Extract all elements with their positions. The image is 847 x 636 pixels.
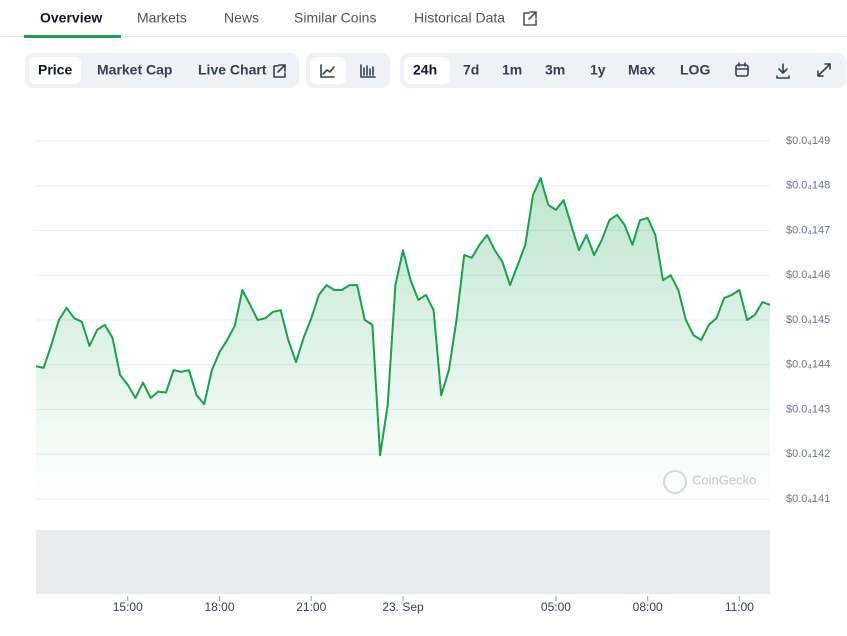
button[interactable]: 24h — [413, 62, 437, 78]
button[interactable]: 1y — [590, 62, 606, 78]
button[interactable]: 7d — [463, 62, 479, 78]
y-tick-label: $0.0₄149 — [786, 135, 830, 147]
button[interactable]: 3m — [545, 62, 565, 78]
button[interactable]: Market Cap — [97, 62, 172, 78]
x-tick-label: 18:00 — [204, 600, 234, 614]
fullscreen-icon[interactable] — [817, 63, 831, 77]
button[interactable]: Max — [628, 62, 655, 78]
button-group — [400, 53, 846, 88]
calendar-icon[interactable] — [735, 62, 749, 77]
button[interactable]: 1m — [502, 62, 522, 78]
y-tick-label: $0.0₄145 — [786, 314, 830, 326]
x-tick-label: 11:00 — [725, 600, 754, 614]
watermark: CoinGecko — [692, 472, 756, 487]
active-button — [29, 57, 81, 84]
tab[interactable]: Markets — [137, 10, 187, 26]
x-tick-label: 21:00 — [296, 600, 326, 614]
external-link-icon — [523, 11, 537, 26]
x-tick-label: 05:00 — [541, 600, 571, 614]
external-link-icon — [273, 64, 286, 78]
volume-band — [36, 530, 770, 594]
x-tick-label: 08:00 — [633, 600, 663, 614]
tab[interactable]: Similar Coins — [294, 10, 376, 26]
line-chart-icon[interactable] — [320, 64, 335, 78]
y-tick-label: $0.0₄148 — [786, 180, 830, 192]
tab-divider — [0, 36, 847, 37]
price-line — [35, 177, 771, 457]
button-group — [25, 53, 299, 88]
download-icon[interactable] — [776, 63, 790, 79]
x-tick-label: 15:00 — [113, 600, 143, 614]
tab[interactable]: Historical Data — [414, 10, 505, 26]
y-tick-label: $0.0₄146 — [786, 269, 830, 281]
button[interactable]: LOG — [680, 62, 710, 78]
candle-chart-icon[interactable] — [360, 64, 376, 78]
active-button — [404, 57, 450, 84]
price-area — [36, 178, 770, 499]
tab[interactable]: Overview — [40, 10, 102, 26]
x-tick-label: 23. Sep — [382, 600, 424, 614]
watermark-logo — [663, 470, 687, 494]
button[interactable]: Price — [38, 62, 72, 78]
y-tick-label: $0.0₄143 — [786, 403, 830, 415]
y-tick-label: $0.0₄142 — [786, 448, 830, 460]
y-tick-label: $0.0₄144 — [786, 359, 830, 371]
tab[interactable]: News — [224, 10, 259, 26]
active-tab-underline — [24, 35, 121, 38]
y-tick-label: $0.0₄141 — [786, 493, 830, 505]
y-tick-label: $0.0₄147 — [786, 224, 830, 236]
button[interactable]: Live Chart — [198, 62, 267, 78]
